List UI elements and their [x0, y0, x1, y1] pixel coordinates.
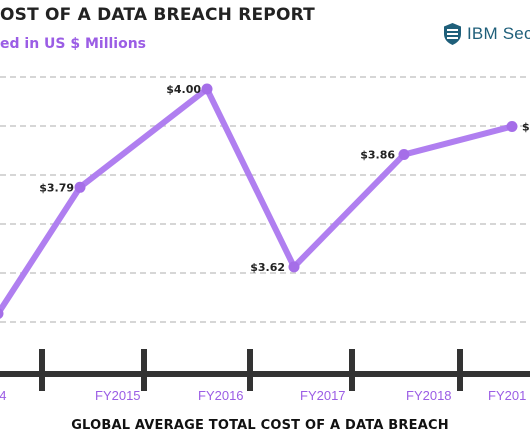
x-axis-tick: [141, 349, 147, 391]
x-tick-label: FY2018: [406, 388, 452, 403]
x-axis-tick: [247, 349, 253, 391]
data-point: [201, 83, 213, 95]
data-point: [288, 261, 300, 273]
data-label: $3.79: [39, 181, 74, 194]
gridlines: [0, 76, 530, 323]
data-point: [0, 308, 4, 319]
x-tick-labels: 14 FY2015 FY2016 FY2017 FY2018 FY201: [0, 388, 526, 403]
data-points: [0, 83, 518, 319]
x-tick-label: FY2016: [198, 388, 244, 403]
data-label: $: [522, 120, 530, 133]
x-tick-label: FY201: [488, 388, 526, 403]
logo-text: IBM Secu: [467, 24, 530, 43]
ibm-security-logo: IBM Secu: [443, 22, 530, 46]
series-line: [0, 86, 515, 316]
data-labels: $3.79 $4.00 $3.62 $3.86 $: [39, 83, 529, 274]
data-label: $4.00: [166, 83, 201, 96]
x-axis-tick: [457, 349, 463, 391]
x-axis-bars: [0, 349, 530, 391]
x-tick-label: FY2017: [300, 388, 346, 403]
x-axis-tick: [39, 349, 45, 391]
x-axis-label: GLOBAL AVERAGE TOTAL COST OF A DATA BREA…: [71, 418, 449, 433]
data-point: [506, 120, 518, 132]
chart-subtitle: ed in US $ Millions: [0, 36, 147, 52]
data-label: $3.62: [250, 261, 285, 274]
x-axis-tick: [349, 349, 355, 391]
data-point: [74, 181, 86, 193]
x-axis-bar: [0, 371, 530, 377]
ibm-security-icon: [444, 23, 461, 45]
data-label: $3.86: [360, 149, 395, 162]
chart-title: OST OF A DATA BREACH REPORT: [0, 5, 315, 25]
x-tick-label: 14: [0, 388, 6, 403]
series-line-path: [0, 86, 515, 316]
data-point: [398, 149, 410, 161]
x-tick-label: FY2015: [95, 388, 141, 403]
